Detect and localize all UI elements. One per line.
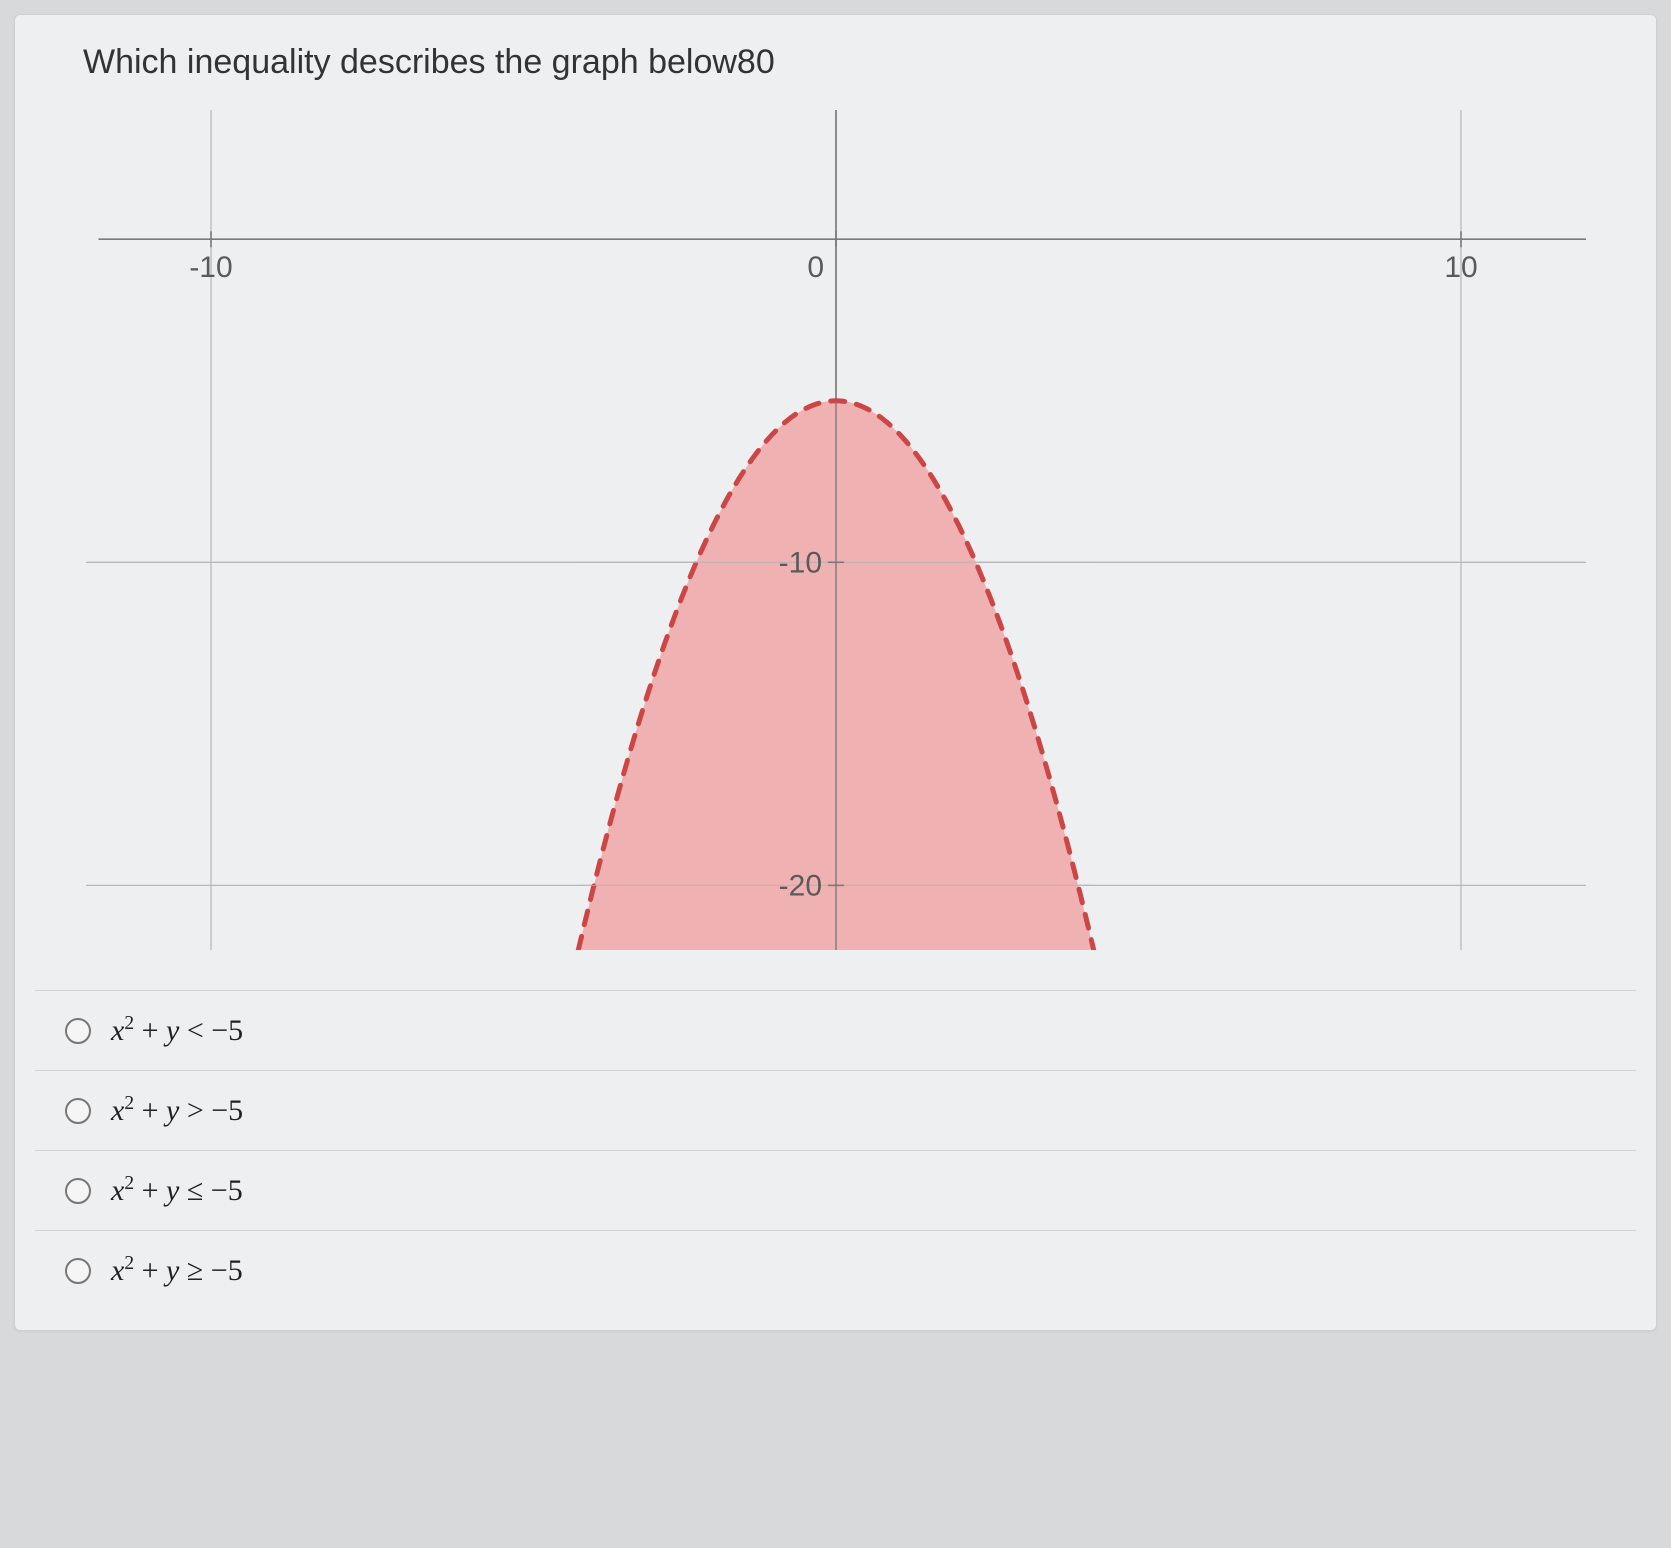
option-label: x2 + y < −5: [111, 1013, 243, 1048]
question-text: Which inequality describes the graph bel…: [15, 15, 1656, 90]
radio-icon: [65, 1018, 91, 1044]
option-label: x2 + y ≤ −5: [111, 1173, 243, 1208]
svg-text:-20: -20: [778, 869, 821, 902]
option-b[interactable]: x2 + y > −5: [35, 1070, 1636, 1150]
graph-container: -10 0 10 -10 -20: [86, 110, 1586, 950]
svg-text:-10: -10: [778, 546, 821, 579]
inequality-graph: -10 0 10 -10 -20: [86, 110, 1586, 950]
option-label: x2 + y ≥ −5: [111, 1253, 243, 1288]
radio-icon: [65, 1098, 91, 1124]
answer-options: x2 + y < −5 x2 + y > −5 x2 + y ≤ −5 x2 +…: [35, 990, 1636, 1310]
option-label: x2 + y > −5: [111, 1093, 243, 1128]
option-d[interactable]: x2 + y ≥ −5: [35, 1230, 1636, 1310]
svg-text:10: 10: [1444, 251, 1477, 284]
radio-icon: [65, 1258, 91, 1284]
option-a[interactable]: x2 + y < −5: [35, 990, 1636, 1070]
radio-icon: [65, 1178, 91, 1204]
svg-text:-10: -10: [189, 251, 232, 284]
question-card: Which inequality describes the graph bel…: [14, 14, 1657, 1331]
option-c[interactable]: x2 + y ≤ −5: [35, 1150, 1636, 1230]
svg-text:0: 0: [807, 251, 824, 284]
